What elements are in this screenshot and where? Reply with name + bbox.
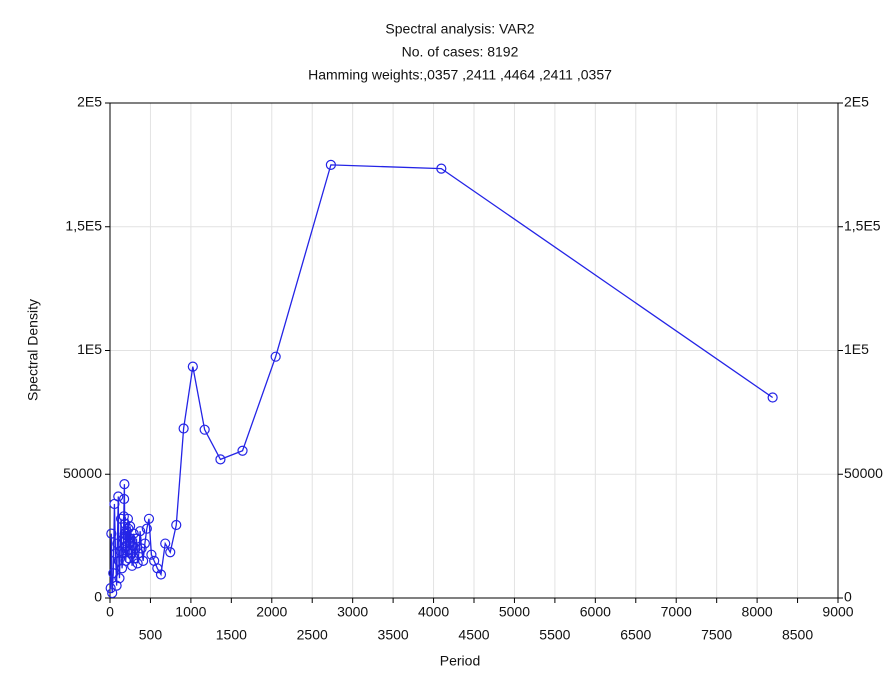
data-point [155, 569, 167, 580]
y2-tick-label: 1E5 [844, 341, 869, 357]
x-tick-label: 3000 [337, 604, 368, 620]
y2-tick-label: 2E5 [844, 94, 869, 110]
data-line [110, 164, 774, 594]
data-point [127, 540, 138, 552]
data-point [767, 392, 778, 403]
data-point [119, 528, 130, 539]
data-point [118, 548, 129, 559]
data-point [149, 555, 160, 566]
data-point [107, 587, 118, 599]
data-point [118, 493, 130, 505]
y2-tick-label: 50000 [844, 465, 883, 481]
x-tick-label: 1500 [216, 627, 247, 643]
y-tick-label: 1,5E5 [65, 217, 102, 233]
data-point [171, 519, 182, 531]
data-point [114, 573, 125, 584]
data-point [108, 568, 119, 579]
x-tick-label: 6500 [620, 627, 651, 643]
data-point [109, 498, 120, 510]
data-point [119, 479, 130, 490]
chart-subtitle: No. of cases: 8192 [402, 44, 519, 60]
data-point [187, 361, 198, 372]
x-tick-label: 500 [139, 627, 163, 643]
x-tick-label: 6000 [580, 604, 611, 620]
y2-tick-label: 1,5E5 [844, 217, 881, 233]
x-tick-label: 7500 [701, 627, 732, 643]
data-point [199, 424, 210, 435]
data-point [143, 513, 155, 524]
x-tick-label: 4500 [458, 627, 489, 643]
chart-subtitle: Hamming weights:,0357 ,2411 ,4464 ,2411 … [308, 67, 612, 83]
y-tick-label: 50000 [63, 465, 102, 481]
data-point [146, 549, 157, 560]
x-tick-label: 3500 [378, 627, 409, 643]
y-tick-label: 2E5 [77, 94, 102, 110]
x-tick-label: 8000 [742, 604, 773, 620]
data-point [436, 163, 447, 174]
y-tick-label: 1E5 [77, 341, 102, 357]
x-tick-label: 9000 [822, 604, 853, 620]
x-tick-label: 5500 [539, 627, 570, 643]
data-point [106, 528, 117, 539]
data-point [215, 454, 226, 465]
data-point [115, 513, 127, 524]
data-point [132, 558, 143, 569]
data-point [165, 547, 176, 558]
x-tick-label: 4000 [418, 604, 449, 620]
x-tick-label: 2500 [297, 627, 328, 643]
data-point [111, 580, 122, 591]
data-point [118, 511, 129, 522]
data-point [160, 538, 171, 549]
data-point [237, 445, 248, 456]
x-tick-label: 1000 [175, 604, 206, 620]
chart-title: Spectral analysis: VAR2 [385, 21, 534, 37]
x-tick-label: 5000 [499, 604, 530, 620]
x-tick-label: 8500 [782, 627, 813, 643]
data-point [112, 538, 123, 549]
y-axis-label: Spectral Density [25, 299, 41, 401]
data-point [178, 423, 189, 434]
data-point [141, 523, 152, 534]
y2-tick-label: 0 [844, 589, 852, 605]
y-tick-label: 0 [94, 589, 102, 605]
x-tick-label: 7000 [661, 604, 692, 620]
data-point [325, 159, 336, 170]
x-tick-label: 2000 [256, 604, 287, 620]
data-point [270, 351, 281, 362]
data-point [118, 533, 129, 544]
x-axis-label: Period [440, 653, 480, 669]
x-tick-label: 0 [106, 604, 114, 620]
data-point [110, 548, 121, 559]
data-point [105, 582, 116, 594]
plot-frame [109, 102, 839, 599]
